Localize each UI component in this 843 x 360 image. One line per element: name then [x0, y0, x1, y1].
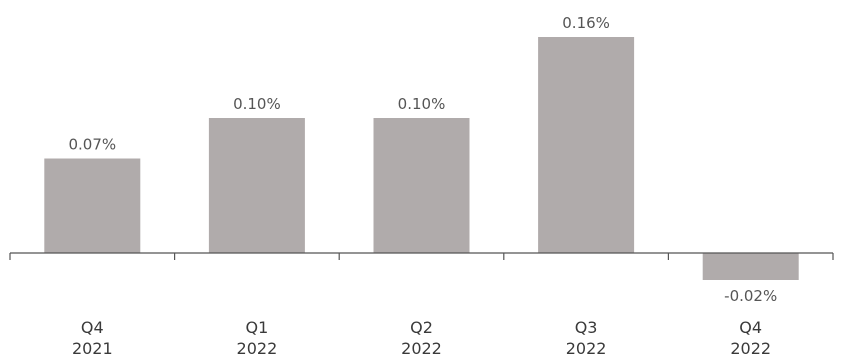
bars-group	[44, 37, 799, 280]
bar-0	[44, 158, 141, 253]
category-label-year-4: 2022	[730, 339, 771, 358]
bar-4	[702, 253, 799, 280]
category-label-quarter-0: Q4	[81, 318, 104, 337]
category-label-year-3: 2022	[566, 339, 607, 358]
category-label-year-1: 2022	[237, 339, 278, 358]
category-label-quarter-3: Q3	[575, 318, 598, 337]
data-label-2: 0.10%	[398, 95, 446, 113]
data-label-1: 0.10%	[233, 95, 281, 113]
bar-2	[373, 118, 470, 253]
category-label-year-0: 2021	[72, 339, 113, 358]
category-label-quarter-2: Q2	[410, 318, 433, 337]
data-label-0: 0.07%	[68, 136, 116, 154]
category-label-year-2: 2022	[401, 339, 442, 358]
bar-3	[538, 37, 635, 253]
category-label-quarter-4: Q4	[739, 318, 762, 337]
category-label-quarter-1: Q1	[246, 318, 269, 337]
bar-1	[208, 118, 305, 253]
x-axis	[9, 252, 834, 260]
category-labels-group: Q4 2021 Q1 2022 Q2 2022 Q3 2022 Q4 2022	[72, 318, 771, 358]
data-labels-group: 0.07% 0.10% 0.10% 0.16% -0.02%	[68, 14, 777, 305]
data-label-4: -0.02%	[724, 287, 777, 305]
data-label-3: 0.16%	[562, 14, 610, 32]
